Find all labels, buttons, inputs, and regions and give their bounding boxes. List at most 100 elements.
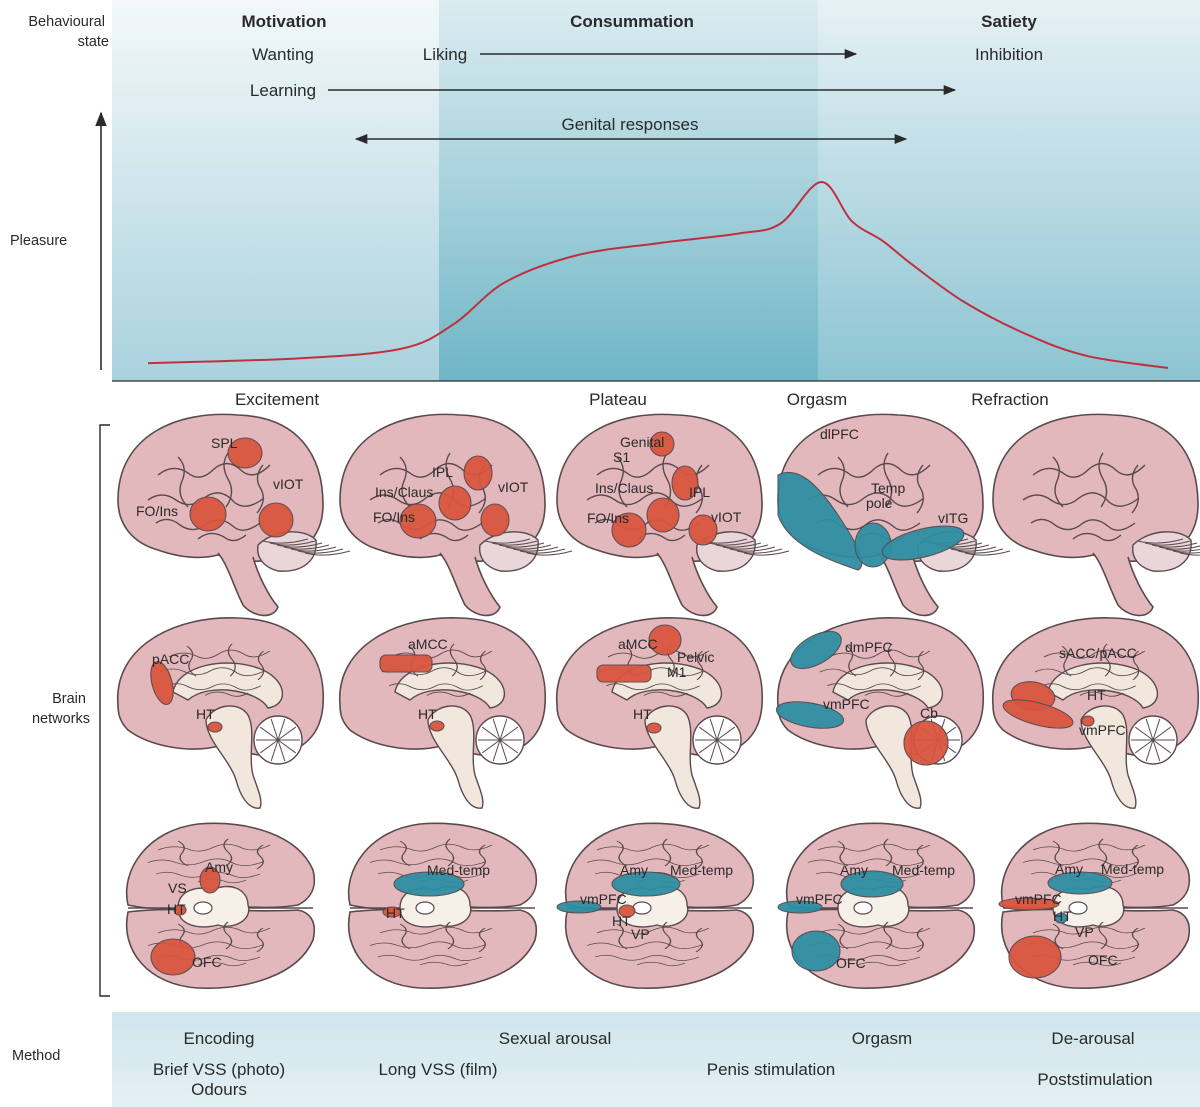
deactivation-region [556, 900, 602, 914]
region-label: dlPFC [820, 426, 859, 442]
activation-region [227, 437, 263, 469]
activation-region [207, 721, 223, 733]
activation-region [258, 502, 294, 538]
activation-region [903, 720, 949, 766]
region-label: HT [633, 706, 652, 722]
brain-medial-2: aMCC HT [339, 617, 547, 809]
deactivation-region [790, 630, 842, 670]
region-label: IPL [689, 484, 710, 500]
method-encoding: Encoding [184, 1029, 255, 1048]
region-label: FO/Ins [136, 503, 178, 519]
region-label: Pelvic [677, 649, 714, 665]
activation-region [438, 485, 472, 521]
band-consummation [439, 0, 818, 381]
region-label: HT [167, 901, 186, 917]
activation-region [646, 722, 662, 734]
region-label: Genital [620, 434, 664, 450]
region-label: pACC [152, 651, 189, 667]
brain-lateral-5 [992, 413, 1200, 617]
activation-region [463, 455, 493, 491]
phase-refraction: Refraction [971, 390, 1048, 409]
region-label: Med-temp [427, 862, 490, 878]
region-label: S1 [613, 449, 630, 465]
region-label: VP [631, 926, 650, 942]
activation-region [480, 503, 510, 537]
activation-region [1008, 935, 1062, 979]
method-sexual-arousal: Sexual arousal [499, 1029, 611, 1048]
activation-region [646, 497, 680, 533]
region-label: vmPFC [823, 696, 870, 712]
state-consummation: Consummation [570, 12, 694, 31]
region-label: OFC [836, 955, 866, 971]
method-de-arousal: De-arousal [1051, 1029, 1134, 1048]
activation-region [998, 897, 1060, 911]
region-label: sACC/pACC [1059, 645, 1137, 661]
brain-panels: SPLFO/InsvIOTIPLIns/ClausFO/InsvIOTGenit… [117, 413, 1200, 989]
deactivation-region [1047, 871, 1113, 895]
row-label-pleasure: Pleasure [10, 233, 67, 249]
method-long-vss: Long VSS (film) [378, 1060, 497, 1079]
region-label: Amy [1055, 861, 1083, 877]
region-label: Ins/Claus [375, 484, 433, 500]
region-label: HT [1087, 687, 1106, 703]
region-label: M1 [667, 664, 687, 680]
activation-region [429, 720, 445, 732]
deactivation-region [777, 900, 823, 914]
region-label: VP [1075, 924, 1094, 940]
brain-lateral-2: IPL Ins/Claus FO/Ins vIOT [339, 413, 573, 617]
deactivation-region [791, 930, 841, 972]
brain-medial-4: dmPFC vmPFC Cb [775, 617, 985, 809]
band-method [112, 1012, 1200, 1107]
method-poststimulation: Poststimulation [1037, 1070, 1152, 1089]
activation-region [611, 512, 647, 548]
deactivation-region [611, 871, 681, 897]
region-label: Amy [620, 862, 648, 878]
region-label: HT [196, 706, 215, 722]
region-label: OFC [192, 954, 222, 970]
region-label: FO/Ins [587, 510, 629, 526]
activation-region [1002, 699, 1074, 729]
region-label: HT [1053, 908, 1072, 924]
region-label: Temp [871, 480, 905, 496]
state-wanting: Wanting [252, 45, 314, 64]
state-liking: Liking [423, 45, 467, 64]
brain-lateral-1: SPL FO/Ins vIOT [117, 413, 351, 617]
state-satiety: Satiety [981, 12, 1037, 31]
deactivation-region [1054, 912, 1068, 924]
phase-orgasm: Orgasm [787, 390, 847, 409]
region-label: vmPFC [1079, 722, 1126, 738]
state-learning: Learning [250, 81, 316, 100]
activation-region [379, 654, 433, 673]
region-label: Med-temp [892, 862, 955, 878]
brain-networks-bracket [99, 424, 110, 997]
activation-region [382, 906, 402, 918]
region-label: HT [386, 905, 405, 921]
phase-excitement: Excitement [235, 390, 319, 409]
region-label: vmPFC [796, 891, 843, 907]
region-label: HT [612, 913, 631, 929]
region-label: dmPFC [845, 639, 892, 655]
activation-region [399, 503, 437, 539]
region-label: vITG [938, 510, 968, 526]
brain-ventral-4: Amy Med-temp vmPFC OFC [777, 822, 976, 989]
brain-ventral-2: Med-temp HT [347, 822, 538, 989]
row-label-method: Method [12, 1048, 60, 1064]
phase-plateau: Plateau [589, 390, 647, 409]
method-penis-stimulation: Penis stimulation [707, 1060, 836, 1079]
state-inhibition: Inhibition [975, 45, 1043, 64]
band-satiety [818, 0, 1200, 381]
activation-region [648, 624, 682, 656]
activation-region [618, 904, 636, 918]
brain-medial-1: pACC HT [117, 617, 325, 809]
row-label-brain-networks: Brain networks [32, 691, 90, 727]
region-label: VS [168, 880, 187, 896]
activation-region [671, 465, 699, 501]
stage-bands [112, 0, 1200, 1107]
deactivation-region [393, 871, 465, 897]
region-label: vmPFC [580, 891, 627, 907]
region-label: vIOT [273, 476, 304, 492]
region-label: Med-temp [1101, 861, 1164, 877]
